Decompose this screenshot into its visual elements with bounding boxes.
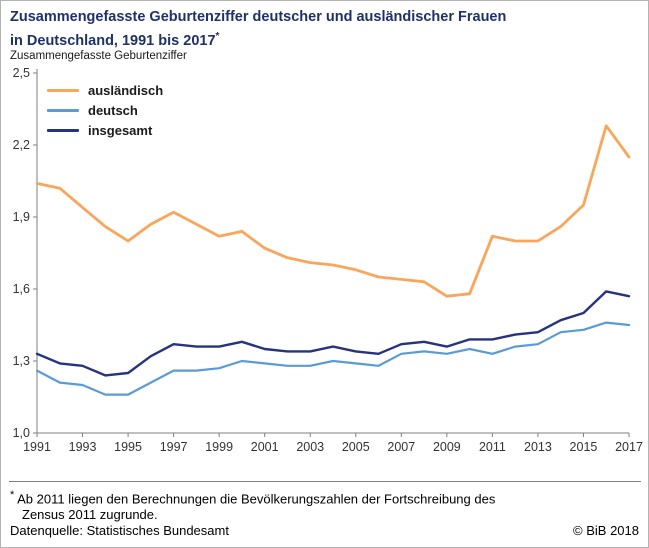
y-axis-title: Zusammengefasste Geburtenziffer xyxy=(10,50,187,62)
legend-label-insgesamt: insgesamt xyxy=(88,123,153,138)
footnote: * Ab 2011 liegen den Berechnungen die Be… xyxy=(10,487,495,523)
title-footnote-marker: * xyxy=(215,31,220,42)
svg-text:2,5: 2,5 xyxy=(13,66,30,80)
legend: ausländisch deutsch insgesamt xyxy=(41,73,174,148)
copyright: © BiB 2018 xyxy=(573,523,639,538)
svg-text:2003: 2003 xyxy=(296,440,324,454)
svg-text:1,6: 1,6 xyxy=(13,282,30,296)
svg-text:1997: 1997 xyxy=(160,440,188,454)
legend-swatch-auslaendisch xyxy=(47,89,79,92)
svg-text:2007: 2007 xyxy=(387,440,415,454)
svg-text:1,0: 1,0 xyxy=(13,426,30,440)
legend-item-insgesamt: insgesamt xyxy=(47,123,163,138)
title-line-1: Zusammengefasste Geburtenziffer deutsche… xyxy=(10,9,507,25)
svg-text:2011: 2011 xyxy=(479,440,506,454)
legend-label-auslaendisch: ausländisch xyxy=(88,83,164,98)
svg-text:2001: 2001 xyxy=(251,440,279,454)
legend-item-auslaendisch: ausländisch xyxy=(47,83,163,98)
legend-swatch-deutsch xyxy=(47,109,79,112)
svg-text:1,9: 1,9 xyxy=(13,210,30,224)
svg-text:2005: 2005 xyxy=(342,440,370,454)
svg-text:2013: 2013 xyxy=(524,440,552,454)
svg-text:1995: 1995 xyxy=(114,440,142,454)
svg-text:1993: 1993 xyxy=(69,440,97,454)
footer-row: Datenquelle: Statistisches Bundesamt © B… xyxy=(10,523,639,538)
svg-text:1991: 1991 xyxy=(23,440,51,454)
svg-text:2015: 2015 xyxy=(570,440,598,454)
page-title: Zusammengefasste Geburtenziffer deutsche… xyxy=(10,8,506,51)
plot-area: 1,0 1,3 1,6 1,9 2,2 2,5 1991 1993 1995 1997 1999 20… xyxy=(7,65,644,463)
legend-swatch-insgesamt xyxy=(47,129,79,132)
svg-text:1999: 1999 xyxy=(205,440,233,454)
footnote-line-1: * Ab 2011 liegen den Berechnungen die Be… xyxy=(10,489,496,507)
footnote-marker: * xyxy=(10,489,15,501)
footer-divider xyxy=(9,481,641,482)
data-source: Datenquelle: Statistisches Bundesamt xyxy=(10,523,229,538)
line-chart: 1,0 1,3 1,6 1,9 2,2 2,5 1991 1993 1995 1997 1999 20… xyxy=(13,66,643,454)
svg-text:1,3: 1,3 xyxy=(13,354,30,368)
legend-label-deutsch: deutsch xyxy=(88,103,138,118)
svg-text:2,2: 2,2 xyxy=(13,138,30,152)
legend-item-deutsch: deutsch xyxy=(47,103,163,118)
svg-text:2017: 2017 xyxy=(615,440,643,454)
title-line-2: in Deutschland, 1991 bis 2017* xyxy=(10,31,220,49)
footnote-line-2: Zensus 2011 zugrunde. xyxy=(22,507,158,523)
svg-text:2009: 2009 xyxy=(433,440,461,454)
